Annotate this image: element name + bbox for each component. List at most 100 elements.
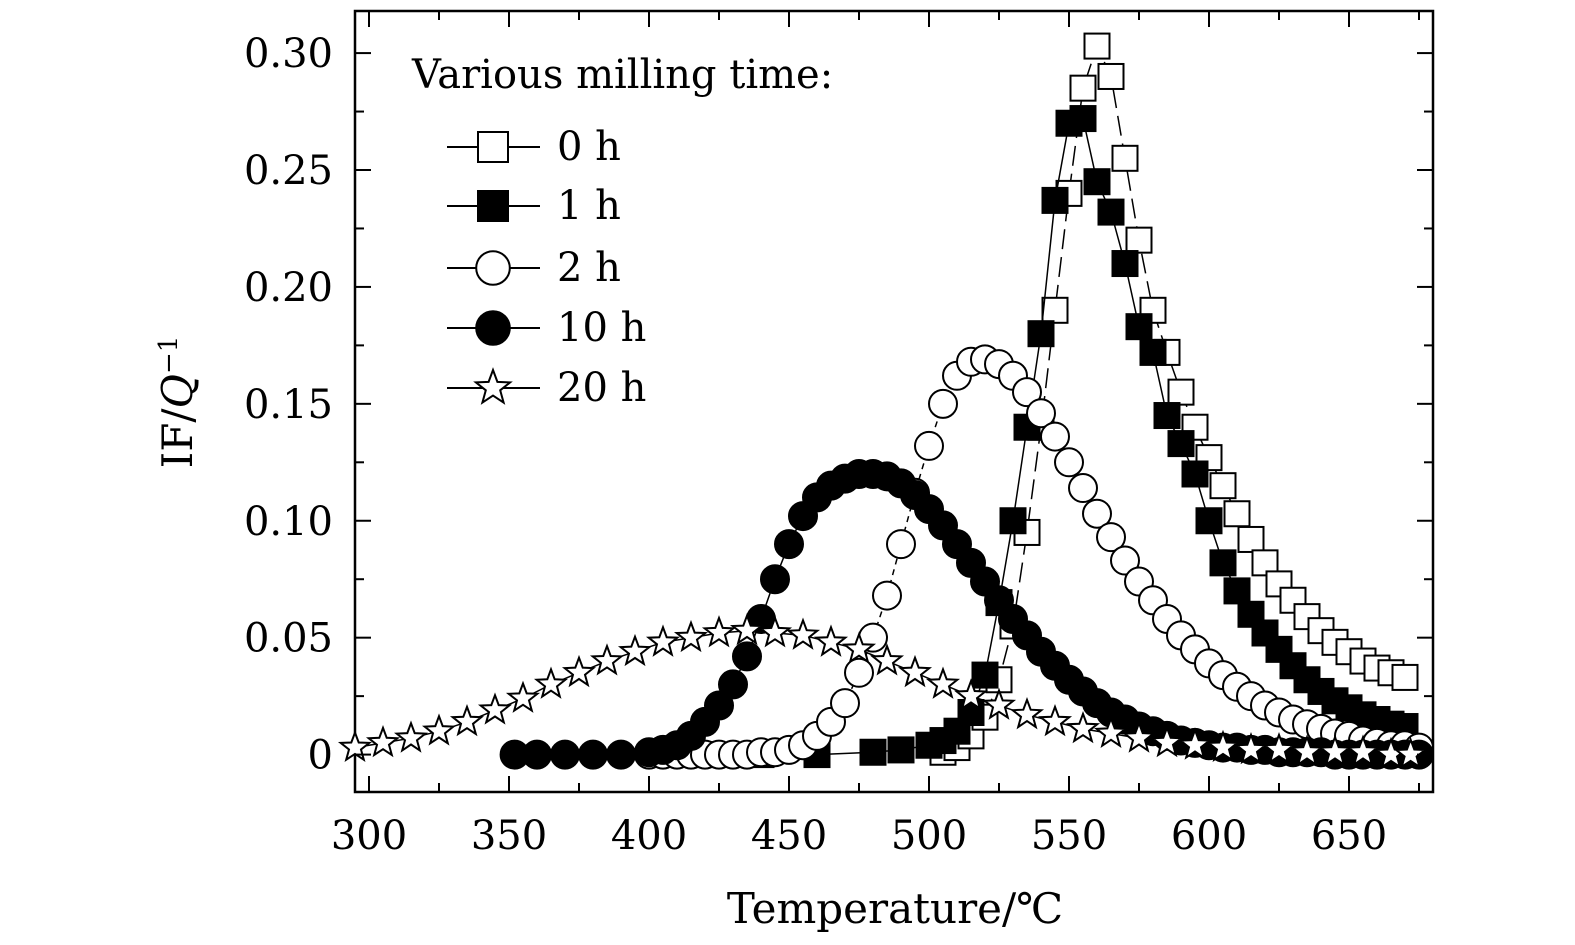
- legend-entry: 1 h: [447, 183, 621, 229]
- data-point: [1041, 296, 1069, 324]
- data-point: [1125, 313, 1153, 341]
- data-point: [928, 388, 958, 419]
- data-point: [1069, 74, 1097, 102]
- y-tick-label: 0.30: [244, 31, 333, 77]
- data-point: [1149, 725, 1185, 758]
- legend-entry: 20 h: [447, 365, 646, 411]
- data-point: [673, 619, 709, 653]
- data-point: [522, 739, 552, 770]
- data-point: [1041, 186, 1069, 214]
- data-point: [1317, 734, 1353, 767]
- data-point: [1209, 549, 1237, 577]
- data-point: [477, 692, 513, 725]
- data-point: [830, 688, 860, 719]
- data-point: [449, 704, 485, 737]
- data-point: [887, 736, 915, 764]
- x-tick-label: 650: [1311, 813, 1387, 859]
- legend-marker: [473, 367, 513, 405]
- data-point: [1026, 398, 1056, 429]
- data-point: [550, 739, 580, 770]
- series-layer: [337, 32, 1434, 770]
- legend-marker: [475, 310, 511, 346]
- y-axis-title-exponent: −1: [154, 336, 184, 374]
- legend: Various milling time: 0 h 1 h 2 h 10 h 20 h: [411, 52, 833, 411]
- data-point: [999, 507, 1027, 535]
- x-tick-label: 450: [751, 813, 827, 859]
- legend-label: 1 h: [557, 183, 621, 229]
- data-point: [1027, 320, 1055, 348]
- legend-marker: [475, 250, 511, 286]
- data-point: [1209, 472, 1237, 500]
- x-axis-ticks: 300 350 400 450 500 550 600 650: [331, 11, 1420, 859]
- data-point: [1177, 727, 1213, 760]
- data-point: [1097, 198, 1125, 226]
- data-point: [1125, 226, 1153, 254]
- data-point: [1083, 168, 1111, 196]
- data-point: [774, 529, 804, 560]
- data-point: [1167, 430, 1195, 458]
- data-point: [704, 690, 734, 721]
- data-point: [589, 643, 625, 676]
- data-point: [505, 680, 541, 713]
- y-tick-label: 0.25: [244, 148, 333, 194]
- data-point: [606, 739, 636, 770]
- data-point: [859, 738, 887, 766]
- x-tick-label: 400: [611, 813, 687, 859]
- x-axis-title: Temperature/℃: [727, 884, 1063, 933]
- data-point: [729, 612, 765, 646]
- data-point: [1265, 570, 1293, 598]
- legend-label: 2 h: [557, 245, 621, 291]
- data-point: [365, 725, 401, 758]
- data-point: [1391, 663, 1419, 691]
- data-point: [1223, 500, 1251, 528]
- data-point: [1009, 696, 1045, 730]
- data-point: [1012, 377, 1042, 408]
- legend-title: Various milling time:: [411, 52, 833, 98]
- y-axis-title: IF/Q−1: [153, 336, 202, 469]
- data-point: [1345, 734, 1381, 767]
- data-point: [981, 687, 1017, 720]
- legend-entry: 2 h: [447, 245, 621, 291]
- data-point: [1237, 525, 1265, 553]
- data-point: [701, 615, 737, 648]
- legend-label: 20 h: [557, 365, 646, 411]
- data-point: [925, 666, 961, 699]
- data-point: [732, 641, 762, 672]
- data-point: [957, 698, 985, 726]
- series-20h: [337, 612, 1428, 769]
- data-point: [872, 580, 902, 611]
- data-point: [1139, 338, 1167, 366]
- data-point: [953, 678, 989, 711]
- x-tick-label: 300: [331, 813, 407, 859]
- data-point: [393, 720, 429, 753]
- data-point: [1153, 402, 1181, 430]
- legend-marker: [477, 190, 509, 222]
- x-tick-label: 500: [891, 813, 967, 859]
- legend-label: 10 h: [557, 305, 646, 351]
- data-point: [645, 624, 681, 657]
- data-point: [1195, 507, 1223, 535]
- data-point: [813, 624, 849, 657]
- y-axis-ticks: 0 0.05 0.10 0.15 0.20 0.25 0.30: [244, 31, 1433, 779]
- data-point: [1082, 498, 1112, 529]
- data-point: [1223, 577, 1251, 605]
- data-point: [886, 529, 916, 560]
- x-tick-label: 600: [1171, 813, 1247, 859]
- data-point: [1093, 715, 1129, 749]
- data-point: [1065, 711, 1101, 744]
- data-point: [1261, 732, 1297, 765]
- series-2h: [634, 344, 1434, 770]
- y-axis-title-prefix: IF/: [153, 408, 202, 469]
- data-point: [718, 669, 748, 700]
- legend-entry: 0 h: [447, 124, 621, 170]
- legend-marker: [477, 131, 509, 163]
- data-point: [760, 564, 790, 595]
- data-point: [785, 617, 821, 650]
- y-tick-label: 0.15: [244, 382, 333, 428]
- data-point: [1205, 729, 1241, 762]
- data-point: [757, 615, 793, 648]
- data-point: [1068, 473, 1098, 504]
- data-point: [1110, 545, 1140, 576]
